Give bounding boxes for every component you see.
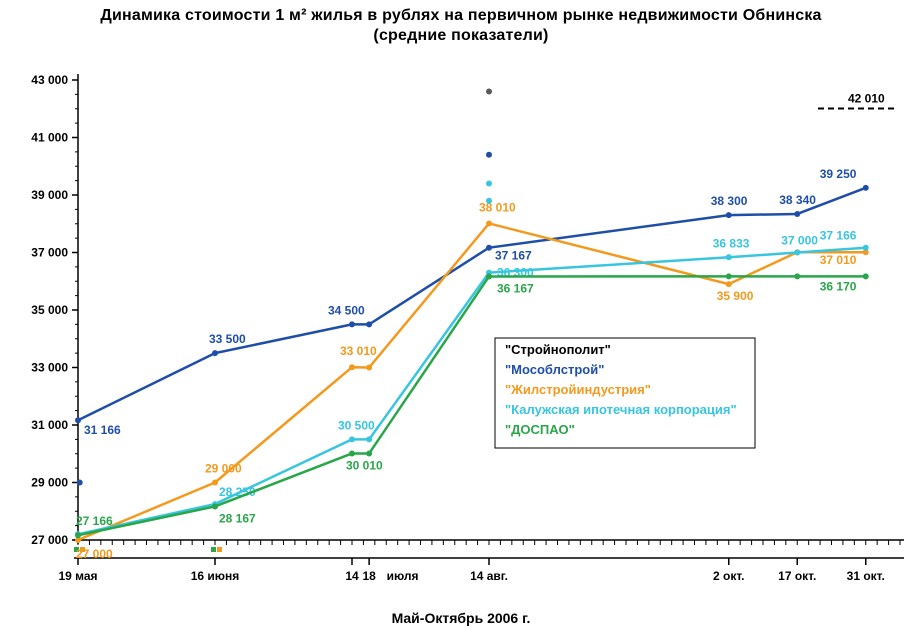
series-point [486, 220, 492, 226]
y-tick-label: 37 000 [31, 246, 68, 260]
chart-canvas: 27 000 29 000 31 000 33 000 35 000 37 000 39 0… [0, 0, 922, 632]
series-point [366, 365, 372, 371]
stray-point [486, 181, 492, 187]
value-label: 31 166 [84, 423, 121, 437]
value-label: 38 340 [779, 193, 816, 207]
x-axis-caption: Май-Октябрь 2006 г. [0, 610, 922, 626]
series-point [794, 211, 800, 217]
y-tick-label: 29 000 [31, 476, 68, 490]
value-label: 39 250 [820, 167, 857, 181]
value-label: 37 000 [781, 234, 818, 248]
x-tick-label: июля [387, 569, 419, 583]
y-tick-label: 35 000 [31, 303, 68, 317]
value-label: 37 167 [495, 249, 532, 263]
series-point [726, 273, 732, 279]
series-point [726, 212, 732, 218]
value-label: 35 900 [717, 289, 754, 303]
series-point [212, 503, 218, 509]
value-label: 30 010 [346, 458, 383, 472]
value-label: 33 010 [340, 344, 377, 358]
series-point [863, 245, 869, 251]
x-tick-label: 18 [362, 569, 376, 583]
value-label: 38 010 [479, 200, 516, 214]
y-tick-label: 27 000 [31, 533, 68, 547]
value-label: 36 833 [713, 236, 750, 250]
series-point [366, 321, 372, 327]
stray-point [486, 198, 492, 204]
legend-item: "Стройнополит" [505, 342, 611, 357]
value-label: 30 500 [338, 418, 375, 432]
series-point [75, 417, 81, 423]
stray-point [77, 480, 83, 486]
x-tick-label: 19 мая [58, 569, 97, 583]
y-tick-label: 31 000 [31, 418, 68, 432]
x-tick-label: 31 окт. [847, 569, 885, 583]
stray-point [486, 89, 492, 95]
axis-marker [211, 547, 216, 552]
series-point [794, 273, 800, 279]
y-tick-label: 41 000 [31, 131, 68, 145]
y-tick-label: 43 000 [31, 73, 68, 87]
series-point [863, 273, 869, 279]
series-point [366, 436, 372, 442]
series-point [366, 450, 372, 456]
x-tick-label: 2 окт. [713, 569, 745, 583]
value-label: 38 300 [711, 194, 748, 208]
value-label: 27 000 [76, 547, 113, 561]
legend-item: "ДОСПАО" [505, 422, 575, 437]
value-label: 34 500 [328, 303, 365, 317]
series-point [794, 250, 800, 256]
x-tick-label: 17 окт. [778, 569, 816, 583]
series-point [726, 281, 732, 287]
series-point [349, 436, 355, 442]
axis-marker [217, 547, 222, 552]
x-tick-label: 14 [345, 569, 359, 583]
x-tick-label: 14 авг. [470, 569, 508, 583]
value-label: 37 166 [820, 229, 857, 243]
stray-point [486, 152, 492, 158]
series-point [75, 532, 81, 538]
value-label: 36 167 [497, 281, 534, 295]
y-tick-label: 39 000 [31, 188, 68, 202]
series-point [486, 273, 492, 279]
value-label: 29 000 [205, 462, 242, 476]
value-label: 37 010 [820, 253, 857, 267]
value-label: 33 500 [209, 332, 246, 346]
y-tick-label: 33 000 [31, 361, 68, 375]
value-label: 28 167 [219, 511, 256, 525]
value-label: 42 010 [848, 91, 885, 105]
series-point [212, 480, 218, 486]
legend-item: "Жилстройиндустрия" [505, 382, 651, 397]
series-point [863, 185, 869, 191]
legend-item: "Мособлстрой" [505, 362, 604, 377]
x-tick-label: 16 июня [191, 569, 240, 583]
series-point [349, 450, 355, 456]
series-point [349, 364, 355, 370]
series-point [486, 245, 492, 251]
value-label: 27 166 [76, 514, 113, 528]
series-point [726, 254, 732, 260]
series-point [349, 321, 355, 327]
series-point [212, 350, 218, 356]
legend-item: "Калужская ипотечная корпорация" [505, 402, 737, 417]
value-label: 36 170 [820, 279, 857, 293]
